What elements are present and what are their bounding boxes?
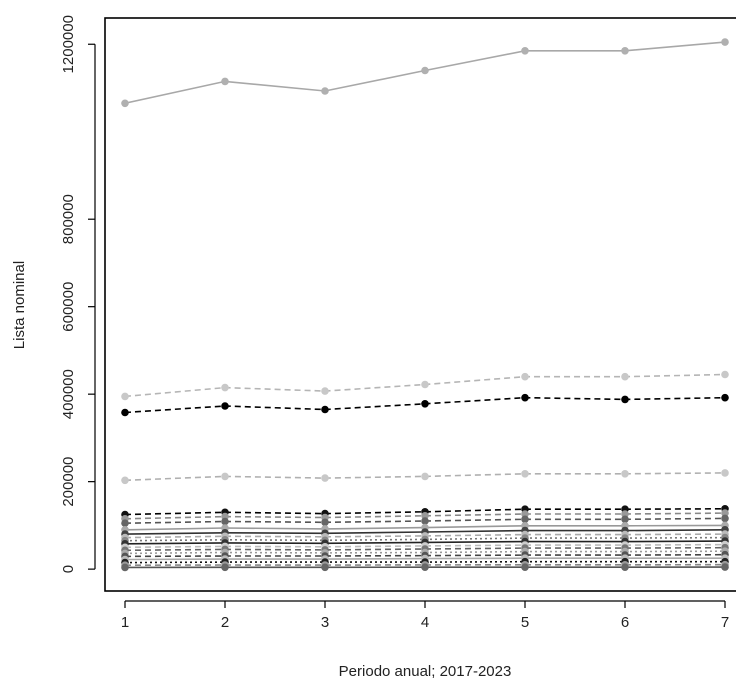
series-20-point <box>121 563 129 572</box>
series-7-point <box>721 514 729 523</box>
series-1-point <box>121 99 129 108</box>
y-tick-label: 800000 <box>60 194 77 244</box>
series-4 <box>121 469 729 485</box>
series-7-point <box>421 517 429 525</box>
series-4-point <box>121 476 129 485</box>
x-tick-label: 4 <box>421 614 429 631</box>
y-tick-label: 0 <box>60 565 77 573</box>
series-7-point <box>621 515 629 524</box>
series-1 <box>121 38 729 108</box>
x-tick-label: 1 <box>121 614 129 631</box>
series-6-point <box>521 510 529 518</box>
x-tick-label: 7 <box>721 614 729 631</box>
series-7-point <box>321 518 329 527</box>
series-4-point <box>421 472 429 481</box>
series-3-point <box>721 393 729 402</box>
series-20-point <box>421 563 429 571</box>
series-3-point <box>121 408 129 417</box>
series-2-point <box>721 370 729 379</box>
x-axis-label: Periodo anual; 2017-2023 <box>339 663 512 680</box>
series-7-point <box>521 515 529 524</box>
series-4-point <box>621 470 629 478</box>
x-tick-label: 2 <box>221 614 229 631</box>
series-20-point <box>521 563 529 571</box>
plot-frame <box>104 17 736 592</box>
series-3-point <box>221 402 229 410</box>
series-20-point <box>721 563 729 571</box>
series-7-point <box>121 519 129 527</box>
series-1-point <box>721 38 729 46</box>
series-3-point <box>621 395 629 404</box>
y-axis-label: Lista nominal <box>11 261 28 349</box>
x-tick-label: 5 <box>521 614 529 631</box>
series-1-point <box>621 47 629 55</box>
axis-layer: 1 2 3 4 5 6 7 0 200000 400000 600000 800000 1200000 <box>60 15 729 631</box>
series-2-point <box>621 372 629 381</box>
y-tick-label: 400000 <box>60 369 77 419</box>
series-4-point <box>521 470 529 478</box>
series-6-point <box>621 510 629 518</box>
x-tick-label: 6 <box>621 614 629 631</box>
series-20-point <box>321 563 329 572</box>
series-1-point <box>421 66 429 75</box>
series-3 <box>121 393 729 417</box>
y-tick-label: 1200000 <box>60 15 77 73</box>
y-tick-label: 200000 <box>60 457 77 507</box>
series-layer <box>121 38 729 572</box>
series-20-point <box>221 563 229 572</box>
series-20-point <box>621 563 629 571</box>
series-4-point <box>321 474 329 482</box>
series-1-point <box>521 47 529 55</box>
series-3-point <box>421 400 429 408</box>
series-6-point <box>421 512 429 520</box>
series-7-point <box>221 517 229 526</box>
x-tick-label: 3 <box>321 614 329 631</box>
series-2-point <box>221 383 229 392</box>
series-4-point <box>721 469 729 477</box>
series-2 <box>121 370 729 401</box>
series-4-point <box>221 472 229 481</box>
series-6-point <box>721 509 729 517</box>
series-1-point <box>321 87 329 95</box>
series-3-point <box>321 405 329 414</box>
y-tick-label: 600000 <box>60 282 77 332</box>
series-2-point <box>321 387 329 395</box>
series-6 <box>121 509 729 523</box>
series-2-point <box>121 392 129 401</box>
series-2-point <box>421 380 429 389</box>
series-3-point <box>521 393 529 402</box>
series-20 <box>121 563 729 572</box>
series-1-point <box>221 77 229 86</box>
series-7 <box>121 514 729 527</box>
series-2-point <box>521 372 529 381</box>
